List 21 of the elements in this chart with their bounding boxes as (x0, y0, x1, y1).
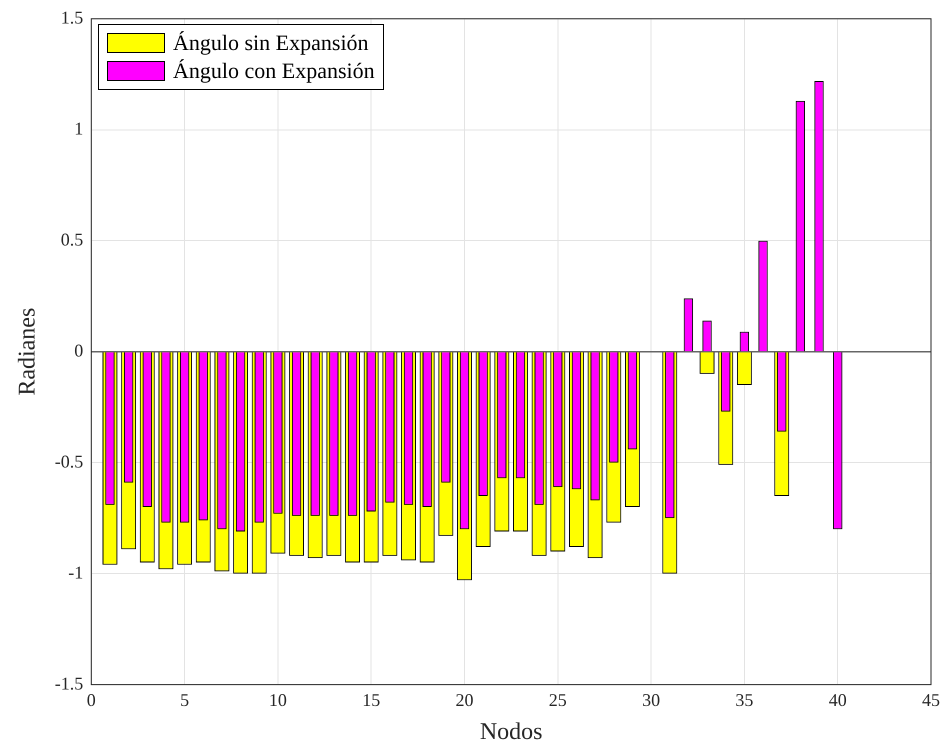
y-tick-label: 1.5 (60, 8, 84, 28)
x-axis-title: Nodos (480, 718, 542, 745)
x-tick-label: 45 (922, 690, 940, 710)
x-tick-label: 0 (86, 690, 96, 710)
x-tick-label: 25 (548, 690, 567, 710)
y-tick-label: -0.5 (54, 451, 84, 472)
y-tick-label: -1 (68, 562, 84, 582)
x-tick-label: 15 (362, 690, 380, 710)
y-tick-label: 1 (74, 118, 84, 138)
y-tick-label: 0 (74, 340, 84, 360)
x-tick-label: 5 (180, 690, 190, 710)
y-tick-label: 0.5 (60, 229, 84, 250)
x-tick-label: 35 (735, 690, 754, 710)
y-tick-label: -1.5 (54, 673, 84, 694)
legend-label: Ángulo con Expansión (173, 58, 375, 84)
x-tick-label: 40 (828, 690, 847, 710)
x-tick-label: 30 (642, 690, 660, 710)
legend-label: Ángulo sin Expansión (173, 30, 369, 56)
x-tick-label: 20 (455, 690, 474, 710)
y-axis-title: Radianes (14, 308, 41, 396)
x-tick-label: 10 (268, 690, 287, 710)
